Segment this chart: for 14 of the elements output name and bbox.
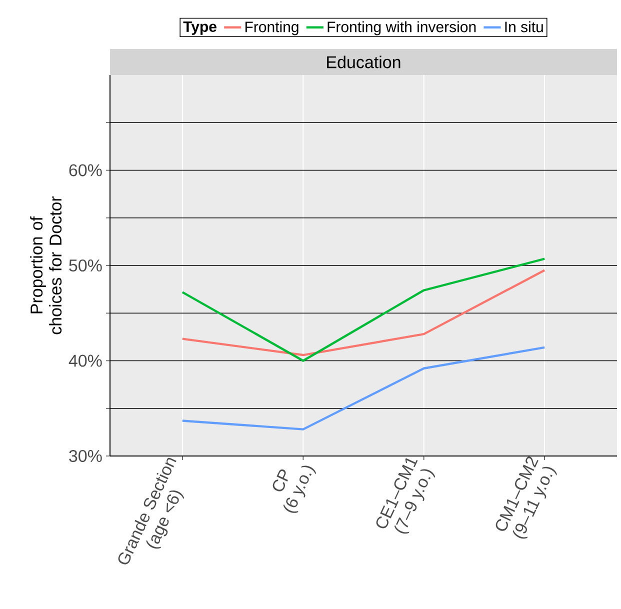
legend-label: In situ xyxy=(505,21,543,32)
y-axis-title: Proportion of choices for Doctor xyxy=(30,196,62,334)
x-tick-label: CP (6 y.o.) xyxy=(272,466,316,513)
legend-title: Type xyxy=(183,21,216,35)
line-series xyxy=(181,258,546,362)
line-series xyxy=(181,346,546,430)
y-tick-label: 30% xyxy=(69,450,102,462)
chart-title: Education xyxy=(327,56,400,68)
y-tick-label: 50% xyxy=(69,259,102,272)
legend-label: Fronting with inversion xyxy=(328,21,476,36)
line-series xyxy=(181,269,546,356)
y-tick-label: 40% xyxy=(68,354,102,367)
legend-label: Fronting xyxy=(245,21,298,36)
y-tick-label: 60% xyxy=(69,164,102,176)
